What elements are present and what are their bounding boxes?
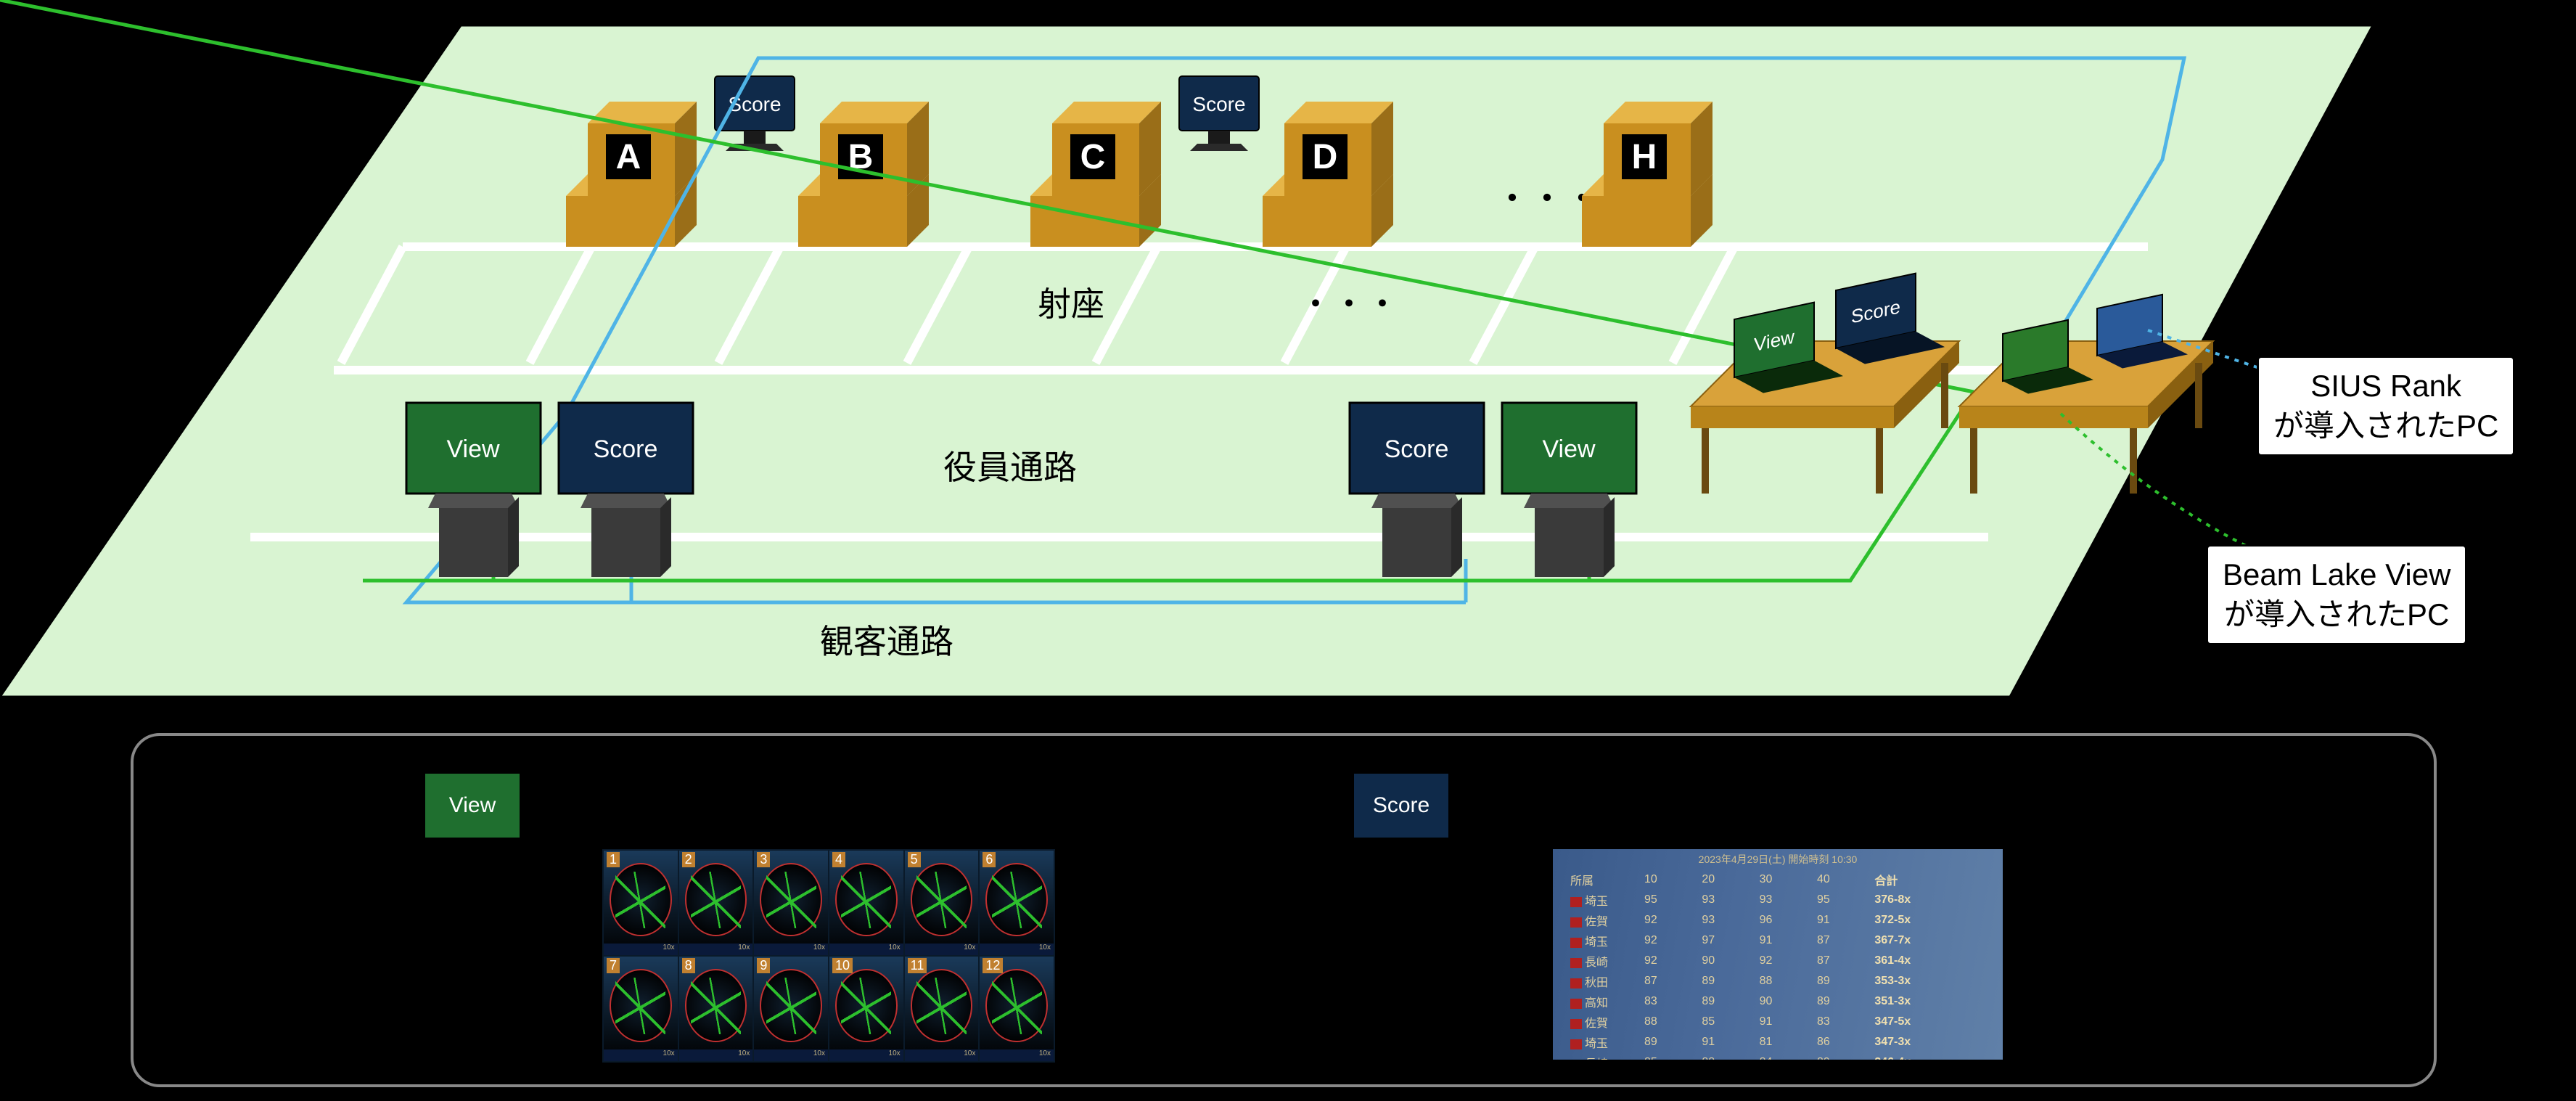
legend-panel: View Score: [131, 733, 2437, 1087]
score-table: 所属10203040合計埼玉95939395376-8x佐賀9293969137…: [1566, 869, 1990, 1060]
callout-sius-l2: が導入されたPC: [2273, 409, 2498, 443]
svg-text:Score: Score: [594, 435, 658, 463]
view-cell: 210x: [679, 851, 753, 955]
view-cell: 310x: [754, 851, 828, 955]
view-cell: 710x: [604, 957, 678, 1061]
view-cell: 1110x: [905, 957, 979, 1061]
floor-diagram: A B C: [0, 0, 2576, 726]
legend-view-badge: View: [424, 772, 521, 839]
view-cell: 110x: [604, 851, 678, 955]
view-cell: 410x: [829, 851, 903, 955]
ellipsis-lanes: ・・・: [1299, 285, 1399, 323]
view-cell: 510x: [905, 851, 979, 955]
callout-sius: SIUS Rank が導入されたPC: [2257, 356, 2515, 457]
zone-spectators: 観客通路: [820, 623, 953, 660]
view-cell: 810x: [679, 957, 753, 1061]
callout-beam-l2: が導入されたPC: [2224, 597, 2449, 631]
callout-beam-l1: Beam Lake View: [2223, 557, 2450, 592]
score-thumb-header: 2023年4月29日(土) 開始時刻 10:30: [1553, 852, 2003, 867]
zone-shooting: 射座: [1038, 285, 1104, 323]
svg-text:D: D: [1313, 138, 1338, 176]
view-cell: 1010x: [829, 957, 903, 1061]
svg-text:C: C: [1080, 138, 1106, 176]
callout-sius-l1: SIUS Rank: [2310, 369, 2461, 403]
view-cell: 910x: [754, 957, 828, 1061]
svg-text:View: View: [1542, 435, 1596, 463]
score-thumbnail: 2023年4月29日(土) 開始時刻 10:30 所属10203040合計埼玉9…: [1553, 849, 2003, 1060]
view-thumbnail: 110x210x310x410x510x610x 710x810x910x1010…: [602, 849, 1055, 1063]
legend-view-text: View: [449, 793, 496, 818]
legend-score-badge: Score: [1353, 772, 1450, 839]
svg-text:Score: Score: [1192, 93, 1245, 115]
svg-text:A: A: [616, 138, 641, 176]
svg-text:View: View: [446, 435, 500, 463]
zone-officials: 役員通路: [943, 449, 1077, 486]
view-cell: 1210x: [980, 957, 1054, 1061]
callout-beam: Beam Lake View が導入されたPC: [2206, 544, 2467, 645]
svg-text:H: H: [1632, 138, 1657, 176]
view-cell: 610x: [980, 851, 1054, 955]
svg-text:Score: Score: [1385, 435, 1449, 463]
legend-score-text: Score: [1373, 793, 1429, 818]
